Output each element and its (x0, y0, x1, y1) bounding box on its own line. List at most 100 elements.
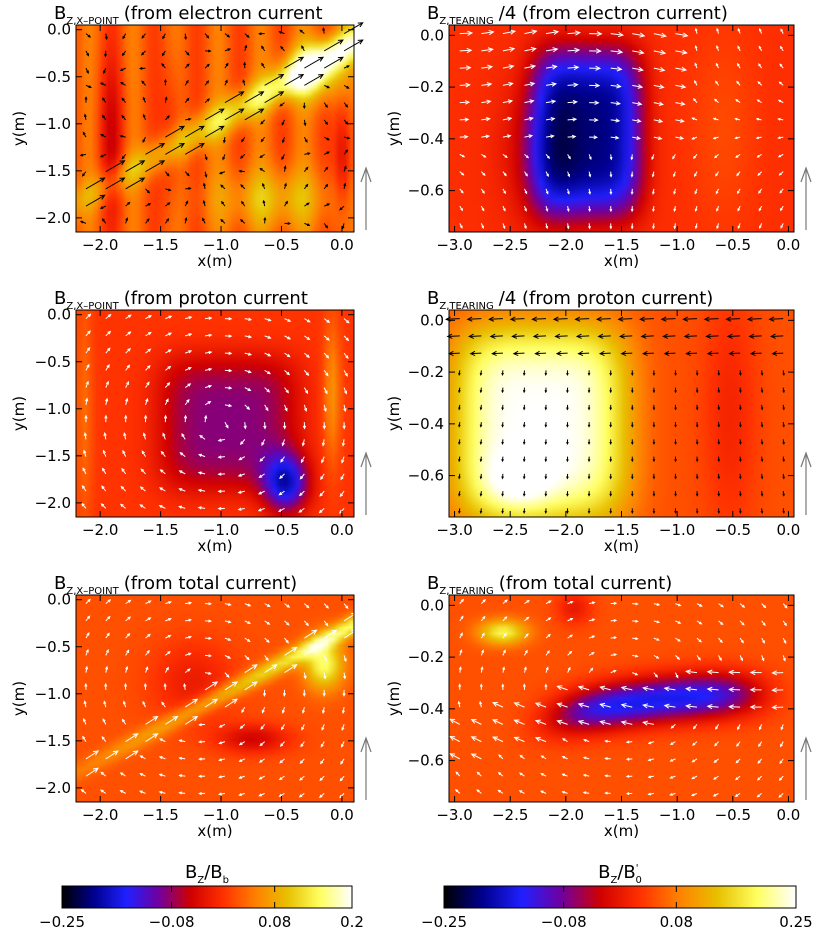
vector-arrow (244, 108, 265, 121)
vector-arrow (779, 758, 784, 765)
vector-arrow (632, 101, 643, 106)
reference-arrow (360, 451, 372, 515)
vector-arrow (121, 718, 127, 725)
vector-arrow (502, 616, 508, 622)
x-tick-label: −0.5 (263, 521, 299, 539)
vector-arrow (197, 471, 206, 475)
vector-arrow (102, 97, 107, 103)
vector-arrow (303, 387, 309, 395)
vector-arrow (299, 29, 305, 35)
panel-title: BZ,TEARING (from total current) (427, 573, 672, 597)
vector-arrow (258, 758, 265, 763)
vector-arrow (105, 347, 111, 354)
y-tick-label: −0.2 (408, 648, 444, 666)
vector-arrow (502, 153, 508, 158)
vector-arrow (458, 422, 461, 428)
vector-arrow (304, 646, 318, 656)
vector-arrow (675, 101, 686, 106)
vector-arrow (217, 438, 226, 442)
vector-arrow (222, 154, 226, 161)
vector-arrow (125, 665, 129, 673)
vector-arrow (582, 739, 590, 743)
colorbar-tick-label: −0.25 (421, 913, 467, 931)
vector-arrow (480, 599, 486, 604)
vector-arrow (264, 387, 271, 393)
vector-arrow (139, 486, 146, 492)
vector-arrow (202, 217, 206, 224)
vector-arrow (599, 685, 611, 691)
vector-arrow (164, 398, 169, 406)
vector-arrow (739, 473, 742, 480)
vector-arrow (85, 33, 92, 38)
vector-arrow (104, 33, 108, 41)
vector-arrow (319, 775, 325, 782)
vector-arrow (630, 422, 634, 428)
vector-arrow (692, 154, 698, 159)
vector-arrow (761, 603, 767, 609)
vector-arrow (589, 135, 599, 140)
vector-arrow (259, 456, 265, 462)
vector-arrow (625, 740, 633, 744)
vector-arrow (761, 620, 766, 626)
vector-arrow (652, 370, 656, 377)
x-tick-label: −2.0 (82, 521, 118, 539)
vector-arrow (566, 439, 569, 446)
vector-arrow (587, 387, 591, 394)
vector-arrow (567, 82, 579, 88)
vector-arrow (85, 67, 89, 75)
vector-arrow (780, 28, 784, 34)
vector-arrow (761, 655, 765, 662)
vector-arrow (218, 758, 226, 762)
vector-arrow (561, 773, 568, 777)
y-tick-label: −0.2 (408, 78, 444, 96)
vector-arrow (716, 205, 719, 212)
vector-arrow (715, 171, 719, 177)
y-tick-label: 0.0 (47, 306, 71, 324)
vector-arrow (165, 142, 186, 155)
vector-arrow (778, 81, 784, 86)
vector-arrow (343, 39, 364, 52)
vector-arrow (85, 313, 92, 319)
vector-arrow (261, 62, 266, 69)
vector-arrow (125, 331, 132, 337)
vector-arrow (694, 223, 698, 230)
vector-arrow (140, 50, 146, 56)
vector-arrow (675, 655, 681, 660)
vector-arrow (224, 48, 232, 52)
vector-arrow (567, 188, 570, 195)
vector-arrow (470, 736, 482, 743)
vector-arrow (544, 387, 548, 394)
vector-arrow (567, 634, 574, 639)
vector-arrow (284, 637, 289, 644)
vector-arrow (145, 649, 150, 656)
vector-arrow (239, 439, 246, 446)
vector-arrow (139, 504, 146, 509)
vector-field (445, 316, 785, 515)
vector-arrow (653, 66, 666, 72)
vector-arrow (760, 422, 764, 428)
vector-arrow (674, 387, 677, 394)
vector-arrow (544, 422, 548, 428)
x-tick-label: −1.5 (603, 236, 639, 254)
vector-arrow (185, 652, 192, 656)
vector-arrow (261, 45, 266, 52)
vector-arrow (673, 188, 676, 195)
vector-arrow (532, 333, 547, 339)
vector-arrow (481, 29, 495, 36)
vector-arrow (104, 414, 108, 423)
vector-arrow (756, 153, 762, 158)
vector-arrow (224, 602, 232, 606)
vector-arrow (83, 113, 87, 120)
vector-arrow (119, 134, 126, 138)
vector-arrow (749, 687, 762, 693)
vector-arrow (284, 603, 291, 608)
vector-arrow (165, 618, 172, 622)
vector-arrow (739, 603, 746, 608)
vector-arrow (165, 315, 173, 320)
vector-arrow (620, 685, 633, 691)
vector-arrow (713, 775, 719, 780)
vector-arrow (198, 774, 206, 778)
vector-arrow (80, 788, 87, 794)
vector-arrow (101, 218, 107, 224)
vector-arrow (284, 404, 288, 412)
